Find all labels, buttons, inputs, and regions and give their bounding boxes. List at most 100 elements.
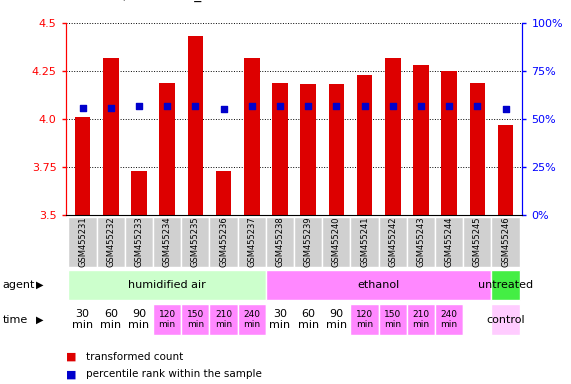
Text: 210
min: 210 min (215, 310, 232, 329)
Bar (181, 217, 210, 267)
Bar (216, 171, 231, 215)
Point (191, 103, 200, 109)
Bar (407, 304, 435, 335)
Text: 30
min: 30 min (72, 309, 93, 331)
Bar (413, 65, 429, 215)
Bar (379, 304, 407, 335)
Text: percentile rank within the sample: percentile rank within the sample (86, 369, 262, 379)
Bar (131, 171, 147, 215)
Bar (300, 84, 316, 215)
Bar (351, 217, 379, 267)
Bar (238, 304, 266, 335)
Point (78, 104, 87, 111)
Text: GSM455239: GSM455239 (304, 217, 313, 267)
Bar (181, 304, 210, 335)
Point (134, 103, 143, 109)
Bar (435, 304, 463, 335)
Bar (69, 270, 266, 300)
Bar (351, 304, 379, 335)
Bar (385, 58, 400, 215)
Bar (357, 75, 372, 215)
Text: 120
min: 120 min (356, 310, 373, 329)
Text: 240
min: 240 min (243, 310, 260, 329)
Text: GSM455234: GSM455234 (163, 217, 172, 267)
Text: GSM455243: GSM455243 (416, 217, 425, 267)
Point (106, 104, 115, 111)
Text: GSM455236: GSM455236 (219, 217, 228, 267)
Bar (210, 304, 238, 335)
Text: GSM455241: GSM455241 (360, 217, 369, 267)
Point (501, 106, 510, 113)
Bar (96, 304, 125, 335)
Bar (441, 71, 457, 215)
Text: GSM455231: GSM455231 (78, 217, 87, 267)
Text: GSM455237: GSM455237 (247, 217, 256, 267)
Point (360, 103, 369, 109)
Bar (266, 217, 294, 267)
Text: ▶: ▶ (36, 280, 43, 290)
Bar (69, 304, 96, 335)
Bar (492, 217, 520, 267)
Text: ethanol: ethanol (357, 280, 400, 290)
Text: 90
min: 90 min (326, 309, 347, 331)
Bar (272, 83, 288, 215)
Text: 240
min: 240 min (441, 310, 458, 329)
Bar (188, 36, 203, 215)
Bar (492, 304, 520, 335)
Text: GSM455244: GSM455244 (445, 217, 453, 267)
Text: ■: ■ (66, 369, 76, 379)
Text: 150
min: 150 min (384, 310, 401, 329)
Bar (407, 217, 435, 267)
Point (247, 103, 256, 109)
Text: 60
min: 60 min (297, 309, 319, 331)
Bar (69, 217, 96, 267)
Bar (244, 58, 260, 215)
Text: untreated: untreated (478, 280, 533, 290)
Bar (96, 217, 125, 267)
Text: GSM455238: GSM455238 (275, 217, 284, 267)
Bar (153, 217, 181, 267)
Bar (379, 217, 407, 267)
Point (416, 103, 425, 109)
Text: GSM455232: GSM455232 (106, 217, 115, 267)
Point (163, 103, 172, 109)
Bar (125, 304, 153, 335)
Point (332, 103, 341, 109)
Point (473, 103, 482, 109)
Bar (328, 84, 344, 215)
Text: 210
min: 210 min (412, 310, 429, 329)
Bar (125, 217, 153, 267)
Point (219, 106, 228, 113)
Bar (498, 125, 513, 215)
Text: humidified air: humidified air (128, 280, 206, 290)
Bar (463, 304, 492, 335)
Point (275, 103, 284, 109)
Text: GSM455240: GSM455240 (332, 217, 341, 267)
Text: agent: agent (3, 280, 35, 290)
Point (388, 103, 397, 109)
Text: GSM455242: GSM455242 (388, 217, 397, 267)
Text: 150
min: 150 min (187, 310, 204, 329)
Bar (469, 83, 485, 215)
Text: ■: ■ (66, 352, 76, 362)
Text: GSM455235: GSM455235 (191, 217, 200, 267)
Text: transformed count: transformed count (86, 352, 183, 362)
Bar (210, 217, 238, 267)
Text: 120
min: 120 min (159, 310, 176, 329)
Bar (159, 83, 175, 215)
Text: GSM455233: GSM455233 (135, 217, 143, 267)
Bar (266, 304, 294, 335)
Text: GDS3707 / 1636450_at: GDS3707 / 1636450_at (54, 0, 216, 2)
Text: GSM455246: GSM455246 (501, 217, 510, 267)
Text: 30
min: 30 min (270, 309, 291, 331)
Bar (75, 117, 90, 215)
Text: control: control (486, 314, 525, 325)
Text: time: time (3, 314, 28, 325)
Text: GSM455245: GSM455245 (473, 217, 482, 267)
Bar (463, 217, 492, 267)
Bar (103, 58, 119, 215)
Bar (294, 217, 322, 267)
Bar (322, 217, 351, 267)
Text: ▶: ▶ (36, 314, 43, 325)
Bar (322, 304, 351, 335)
